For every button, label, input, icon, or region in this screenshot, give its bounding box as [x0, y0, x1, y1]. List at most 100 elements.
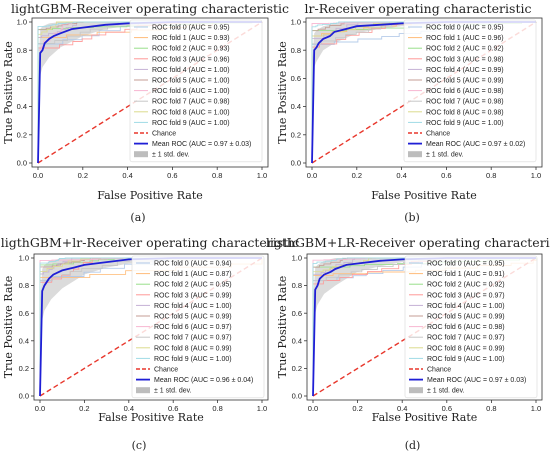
roc-panel-b: lr-Receiver operating characteristic 0.0 0…: [276, 1, 543, 224]
y-tick-label: 1.0: [291, 18, 301, 27]
legend-box: [129, 19, 263, 163]
legend-entry: ROC fold 0 (AUC = 0.94): [154, 261, 232, 268]
y-tick-label: 0.8: [19, 281, 29, 290]
roc-fold-5-line: [312, 257, 536, 396]
x-tick-label: 0.6: [167, 171, 177, 180]
x-axis-label: False Positive Rate: [372, 411, 478, 424]
roc-fold-8-line: [37, 21, 262, 163]
legend-entry: ROC fold 4 (AUC = 1.00): [154, 303, 232, 310]
y-axis-label: True Positive Rate: [276, 41, 289, 144]
chart-title: lightGBM-Receiver operating characterist…: [11, 1, 289, 16]
legend-entry: ROC fold 2 (AUC = 0.95): [154, 282, 232, 289]
x-axis-label: False Positive Rate: [97, 189, 203, 202]
legend-entry: ROC fold 1 (AUC = 0.93): [152, 35, 230, 42]
legend-entry: ROC fold 6 (AUC = 1.00): [152, 88, 230, 95]
legend-std-swatch: [136, 387, 150, 394]
legend-entry: ROC fold 7 (AUC = 0.98): [426, 99, 504, 106]
y-tick-label: 0.4: [291, 102, 301, 111]
legend-entry: ROC fold 5 (AUC = 0.99): [154, 314, 232, 321]
x-tick-label: 0.8: [486, 404, 496, 413]
legend-entry: ROC fold 5 (AUC = 1.00): [152, 78, 230, 85]
legend-entry: ROC fold 1 (AUC = 0.91): [427, 271, 505, 278]
legend-entry: ROC fold 6 (AUC = 0.98): [426, 88, 504, 95]
chart-title: ligthGBM+LR-Receiver operating character…: [266, 235, 550, 250]
x-tick-label: 0.2: [352, 404, 362, 413]
legend-entry: ROC fold 2 (AUC = 0.92): [426, 46, 504, 53]
std-dev-band: [312, 22, 536, 163]
x-tick-label: 0.8: [212, 171, 222, 180]
legend-entry: Mean ROC (AUC = 0.97 ± 0.03): [152, 141, 251, 148]
roc-fold-8-line: [39, 257, 262, 396]
x-tick-label: 0.2: [78, 171, 88, 180]
y-tick-label: 0.0: [19, 392, 29, 401]
mean-roc-line: [312, 257, 536, 397]
y-tick-label: 1.0: [19, 254, 29, 263]
y-tick-label: 1.0: [17, 18, 27, 27]
y-tick-label: 0.6: [17, 74, 27, 83]
y-tick-label: 0.6: [19, 309, 29, 318]
std-dev-band: [38, 22, 262, 163]
legend-entry: ROC fold 5 (AUC = 0.99): [427, 314, 505, 321]
legend-std-swatch: [409, 387, 423, 394]
legend-entry: ROC fold 3 (AUC = 0.99): [154, 292, 232, 299]
legend-entry: ± 1 std. dev.: [426, 152, 464, 159]
legend-entry: Mean ROC (AUC = 0.97 ± 0.03): [427, 377, 526, 384]
chart-title: lr-Receiver operating characteristic: [305, 1, 532, 16]
x-tick-label: 1.0: [531, 404, 541, 413]
x-tick-label: 0.2: [352, 171, 362, 180]
legend-entry: ROC fold 8 (AUC = 1.00): [152, 109, 230, 116]
legend-entry: ROC fold 3 (AUC = 0.96): [152, 56, 230, 63]
x-tick-label: 1.0: [531, 171, 541, 180]
y-tick-label: 0.6: [292, 309, 302, 318]
legend-entry: ROC fold 7 (AUC = 0.98): [152, 99, 230, 106]
y-axis-label: True Positive Rate: [2, 276, 15, 379]
legend-entry: ROC fold 7 (AUC = 0.97): [154, 335, 232, 342]
panel-label: (a): [130, 211, 145, 224]
legend-std-swatch: [134, 151, 148, 158]
legend-entry: ROC fold 8 (AUC = 0.99): [427, 345, 505, 352]
x-tick-label: 0.6: [168, 404, 178, 413]
legend-box: [131, 255, 265, 399]
y-tick-label: 0.4: [17, 102, 27, 111]
std-dev-band: [40, 258, 262, 396]
legend-entry: Chance: [154, 367, 178, 374]
y-tick-label: 0.6: [291, 74, 301, 83]
legend-entry: ROC fold 8 (AUC = 0.99): [154, 345, 232, 352]
std-dev-band: [313, 258, 536, 396]
x-tick-label: 0.4: [396, 171, 406, 180]
legend-entry: ROC fold 2 (AUC = 0.92): [427, 282, 505, 289]
legend-entry: Chance: [152, 131, 176, 138]
x-tick-label: 0.0: [33, 171, 43, 180]
panel-label: (b): [404, 211, 420, 224]
x-tick-label: 0.8: [486, 171, 496, 180]
x-tick-label: 0.0: [308, 404, 318, 413]
roc-fold-8-line: [311, 21, 536, 163]
legend-entry: ROC fold 0 (AUC = 0.95): [426, 25, 504, 32]
x-tick-label: 0.4: [124, 404, 134, 413]
x-tick-label: 1.0: [257, 404, 267, 413]
legend-entry: ROC fold 0 (AUC = 0.95): [427, 261, 505, 268]
y-tick-label: 0.0: [17, 159, 27, 168]
legend-entry: ROC fold 3 (AUC = 0.97): [427, 292, 505, 299]
legend-entry: ROC fold 4 (AUC = 1.00): [152, 67, 230, 74]
legend-box: [404, 255, 538, 399]
roc-panel-c: ligthGBM+lr-Receiver operating character…: [1, 235, 300, 452]
x-tick-label: 0.2: [79, 404, 89, 413]
legend-entry: ROC fold 6 (AUC = 0.97): [154, 324, 232, 331]
legend-entry: Chance: [427, 367, 451, 374]
panel-label: (c): [132, 439, 147, 452]
legend-entry: Mean ROC (AUC = 0.96 ± 0.04): [154, 377, 253, 384]
legend-entry: ROC fold 6 (AUC = 0.98): [427, 324, 505, 331]
roc-fold-9-line: [37, 21, 262, 163]
legend-entry: ROC fold 1 (AUC = 0.87): [154, 271, 232, 278]
x-tick-label: 0.6: [441, 171, 451, 180]
x-axis-label: False Positive Rate: [371, 189, 477, 202]
legend-entry: ROC fold 9 (AUC = 1.00): [427, 356, 505, 363]
legend-entry: ROC fold 9 (AUC = 1.00): [154, 356, 232, 363]
y-axis-label: True Positive Rate: [276, 276, 289, 379]
legend-entry: ROC fold 5 (AUC = 0.99): [426, 78, 504, 85]
y-tick-label: 0.4: [292, 336, 302, 345]
y-tick-label: 0.0: [292, 392, 302, 401]
chart-title: ligthGBM+lr-Receiver operating character…: [1, 235, 300, 250]
